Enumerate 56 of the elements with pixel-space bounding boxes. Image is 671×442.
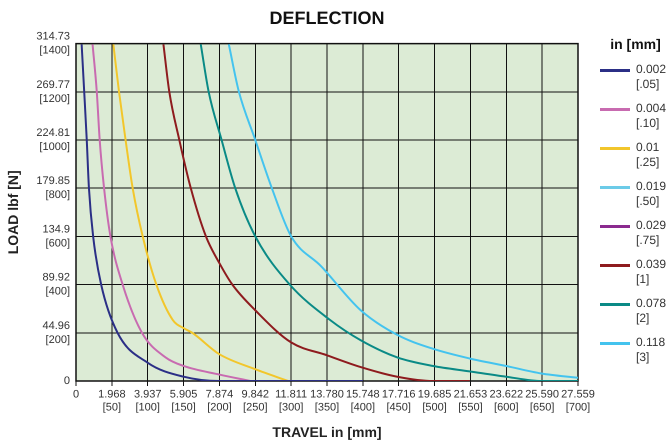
legend-label: 0.004 [.10] — [636, 101, 666, 131]
x-tick-label: 17.716 — [382, 388, 416, 401]
x-tick-label: 1.968 — [98, 388, 126, 401]
x2-tick-label: [650] — [530, 402, 554, 414]
x-tick-label: 11.811 — [275, 388, 308, 401]
x-tick-label: 27.559 — [561, 388, 595, 401]
chart-title: DEFLECTION — [270, 8, 384, 28]
x-tick-label: 5.905 — [170, 388, 198, 401]
x2-tick-label: [500] — [422, 402, 447, 414]
y2-tick-label: [400] — [46, 286, 70, 298]
y2-tick-label: [1200] — [39, 92, 70, 105]
x-tick-label: 21.653 — [454, 388, 488, 401]
y-axis-title: LOAD lbf [N] — [4, 170, 21, 254]
y-tick-label: 44.96 — [42, 320, 70, 332]
x2-tick-label: [200] — [207, 402, 232, 414]
x2-tick-label: [100] — [135, 402, 160, 414]
legend-label: 0.002 [.05] — [636, 62, 666, 92]
y2-tick-label: [1400] — [39, 44, 70, 57]
y-tick-label: 224.81 — [36, 127, 70, 140]
x-tick-label: 25.590 — [525, 388, 559, 401]
legend-title: in [mm] — [609, 36, 662, 52]
x-tick-label: 19.685 — [418, 388, 452, 401]
x2-tick-label: [300] — [278, 402, 304, 414]
y-tick-label: 134.9 — [42, 223, 70, 236]
x2-tick-label: [550] — [458, 402, 483, 414]
x2-tick-label: [400] — [350, 402, 376, 414]
x2-tick-label: [350] — [314, 402, 340, 414]
y2-tick-label: [1000] — [39, 141, 70, 154]
legend-label: 0.118 [3] — [636, 335, 666, 365]
y-tick-label: 89.92 — [42, 272, 70, 284]
y-tick-label: 179.85 — [36, 175, 70, 188]
x2-tick-label: [250] — [243, 402, 268, 414]
y-tick-label: 314.73 — [36, 30, 70, 43]
x2-tick-label: [700] — [566, 402, 590, 414]
x-tick-label: 23.622 — [489, 388, 524, 401]
x-tick-label: 13.780 — [310, 388, 344, 401]
y2-tick-label: [600] — [46, 237, 70, 250]
x-tick-label: 15.748 — [346, 388, 380, 401]
y-tick-label: 0 — [64, 375, 70, 388]
x2-tick-label: [150] — [171, 402, 196, 414]
x-tick-label: 9.842 — [242, 388, 270, 401]
x-tick-label: 3.937 — [134, 388, 162, 401]
legend-label: 0.029 [.75] — [636, 218, 666, 248]
x-tick-label: 7.874 — [206, 388, 234, 401]
legend-label: 0.078 [2] — [636, 296, 666, 326]
legend-label: 0.019 [.50] — [636, 179, 666, 209]
x2-tick-label: [450] — [386, 402, 411, 414]
legend-label: 0.01 [.25] — [636, 140, 660, 170]
x2-tick-label: [600] — [494, 402, 519, 414]
x-axis-title: TRAVEL in [mm] — [272, 424, 382, 440]
x2-tick-label: [50] — [102, 402, 122, 414]
y2-tick-label: [200] — [46, 334, 70, 346]
legend-label: 0.039 [1] — [636, 257, 666, 287]
y2-tick-label: [800] — [46, 189, 70, 202]
x-tick-label: 0 — [72, 388, 80, 401]
y-tick-label: 269.77 — [36, 78, 70, 91]
